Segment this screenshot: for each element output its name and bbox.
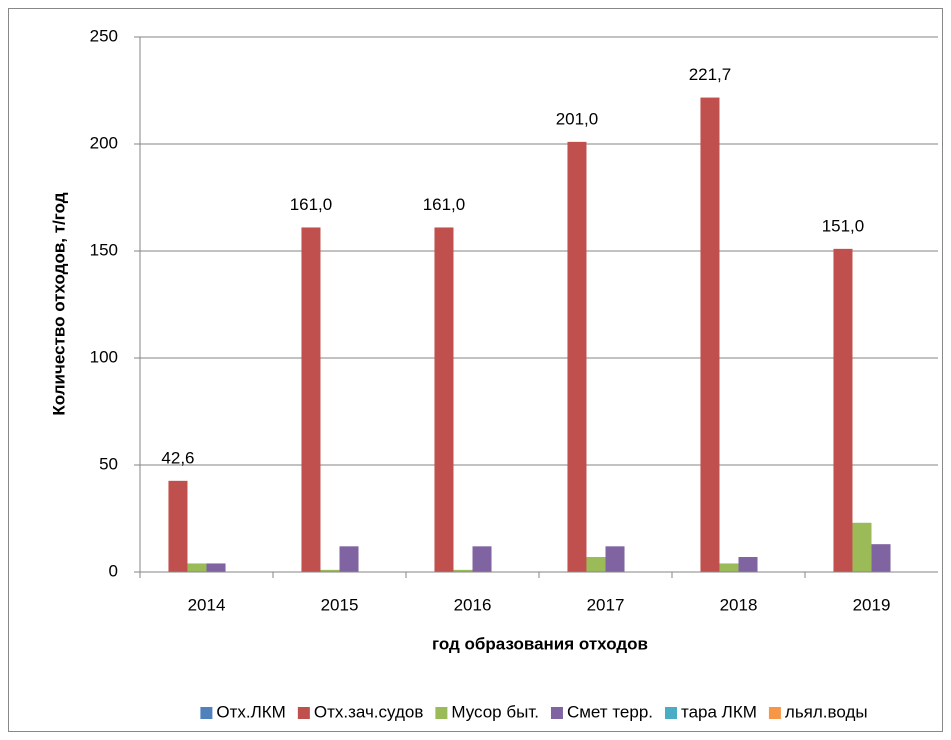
y-tick-label: 150 [90, 240, 118, 259]
bar [320, 569, 340, 572]
data-label: 221,7 [689, 65, 732, 84]
bar [852, 522, 872, 572]
bar [567, 141, 587, 573]
y-tick-label: 250 [90, 26, 118, 45]
legend-swatch [435, 707, 448, 719]
x-tick-label: 2015 [321, 595, 359, 614]
bar [339, 546, 359, 572]
bar [833, 248, 853, 573]
y-tick-label: 50 [99, 454, 118, 473]
x-tick-label: 2018 [720, 595, 758, 614]
bar [434, 227, 454, 572]
bar [605, 546, 625, 572]
legend-swatch [550, 707, 563, 719]
x-axis-title: год образования отходов [432, 634, 648, 653]
bar [453, 569, 473, 572]
legend-label: Отх.ЛКМ [216, 702, 285, 721]
bar [871, 544, 891, 572]
legend-swatch [200, 707, 213, 719]
data-label: 42,6 [161, 448, 194, 467]
data-label: 161,0 [290, 195, 333, 214]
legend-swatch [665, 707, 678, 719]
data-label: 161,0 [423, 195, 466, 214]
bar [301, 227, 321, 572]
y-tick-label: 200 [90, 133, 118, 152]
x-tick-label: 2019 [853, 595, 891, 614]
legend-label: Смет терр. [567, 702, 653, 721]
x-tick-label: 2014 [188, 595, 226, 614]
chart-frame [8, 8, 943, 732]
legend-label: Отх.зач.судов [314, 702, 424, 721]
bar [187, 563, 207, 572]
bar [586, 557, 606, 572]
bar [168, 480, 188, 572]
bar [738, 557, 758, 572]
y-tick-label: 100 [90, 347, 118, 366]
x-tick-label: 2016 [454, 595, 492, 614]
legend-label: льял.воды [785, 702, 868, 721]
legend-swatch [768, 707, 781, 719]
data-label: 201,0 [556, 109, 599, 128]
bar [472, 546, 492, 572]
y-axis-title: Количество отходов, т/год [49, 192, 68, 415]
legend-swatch [297, 707, 310, 719]
bar [700, 97, 720, 572]
legend-label: тара ЛКМ [681, 702, 757, 721]
data-label: 151,0 [822, 216, 865, 235]
legend-label: Мусор быт. [451, 702, 539, 721]
x-tick-label: 2017 [587, 595, 625, 614]
bar [719, 563, 739, 572]
bar [206, 563, 226, 572]
y-tick-label: 0 [109, 561, 118, 580]
